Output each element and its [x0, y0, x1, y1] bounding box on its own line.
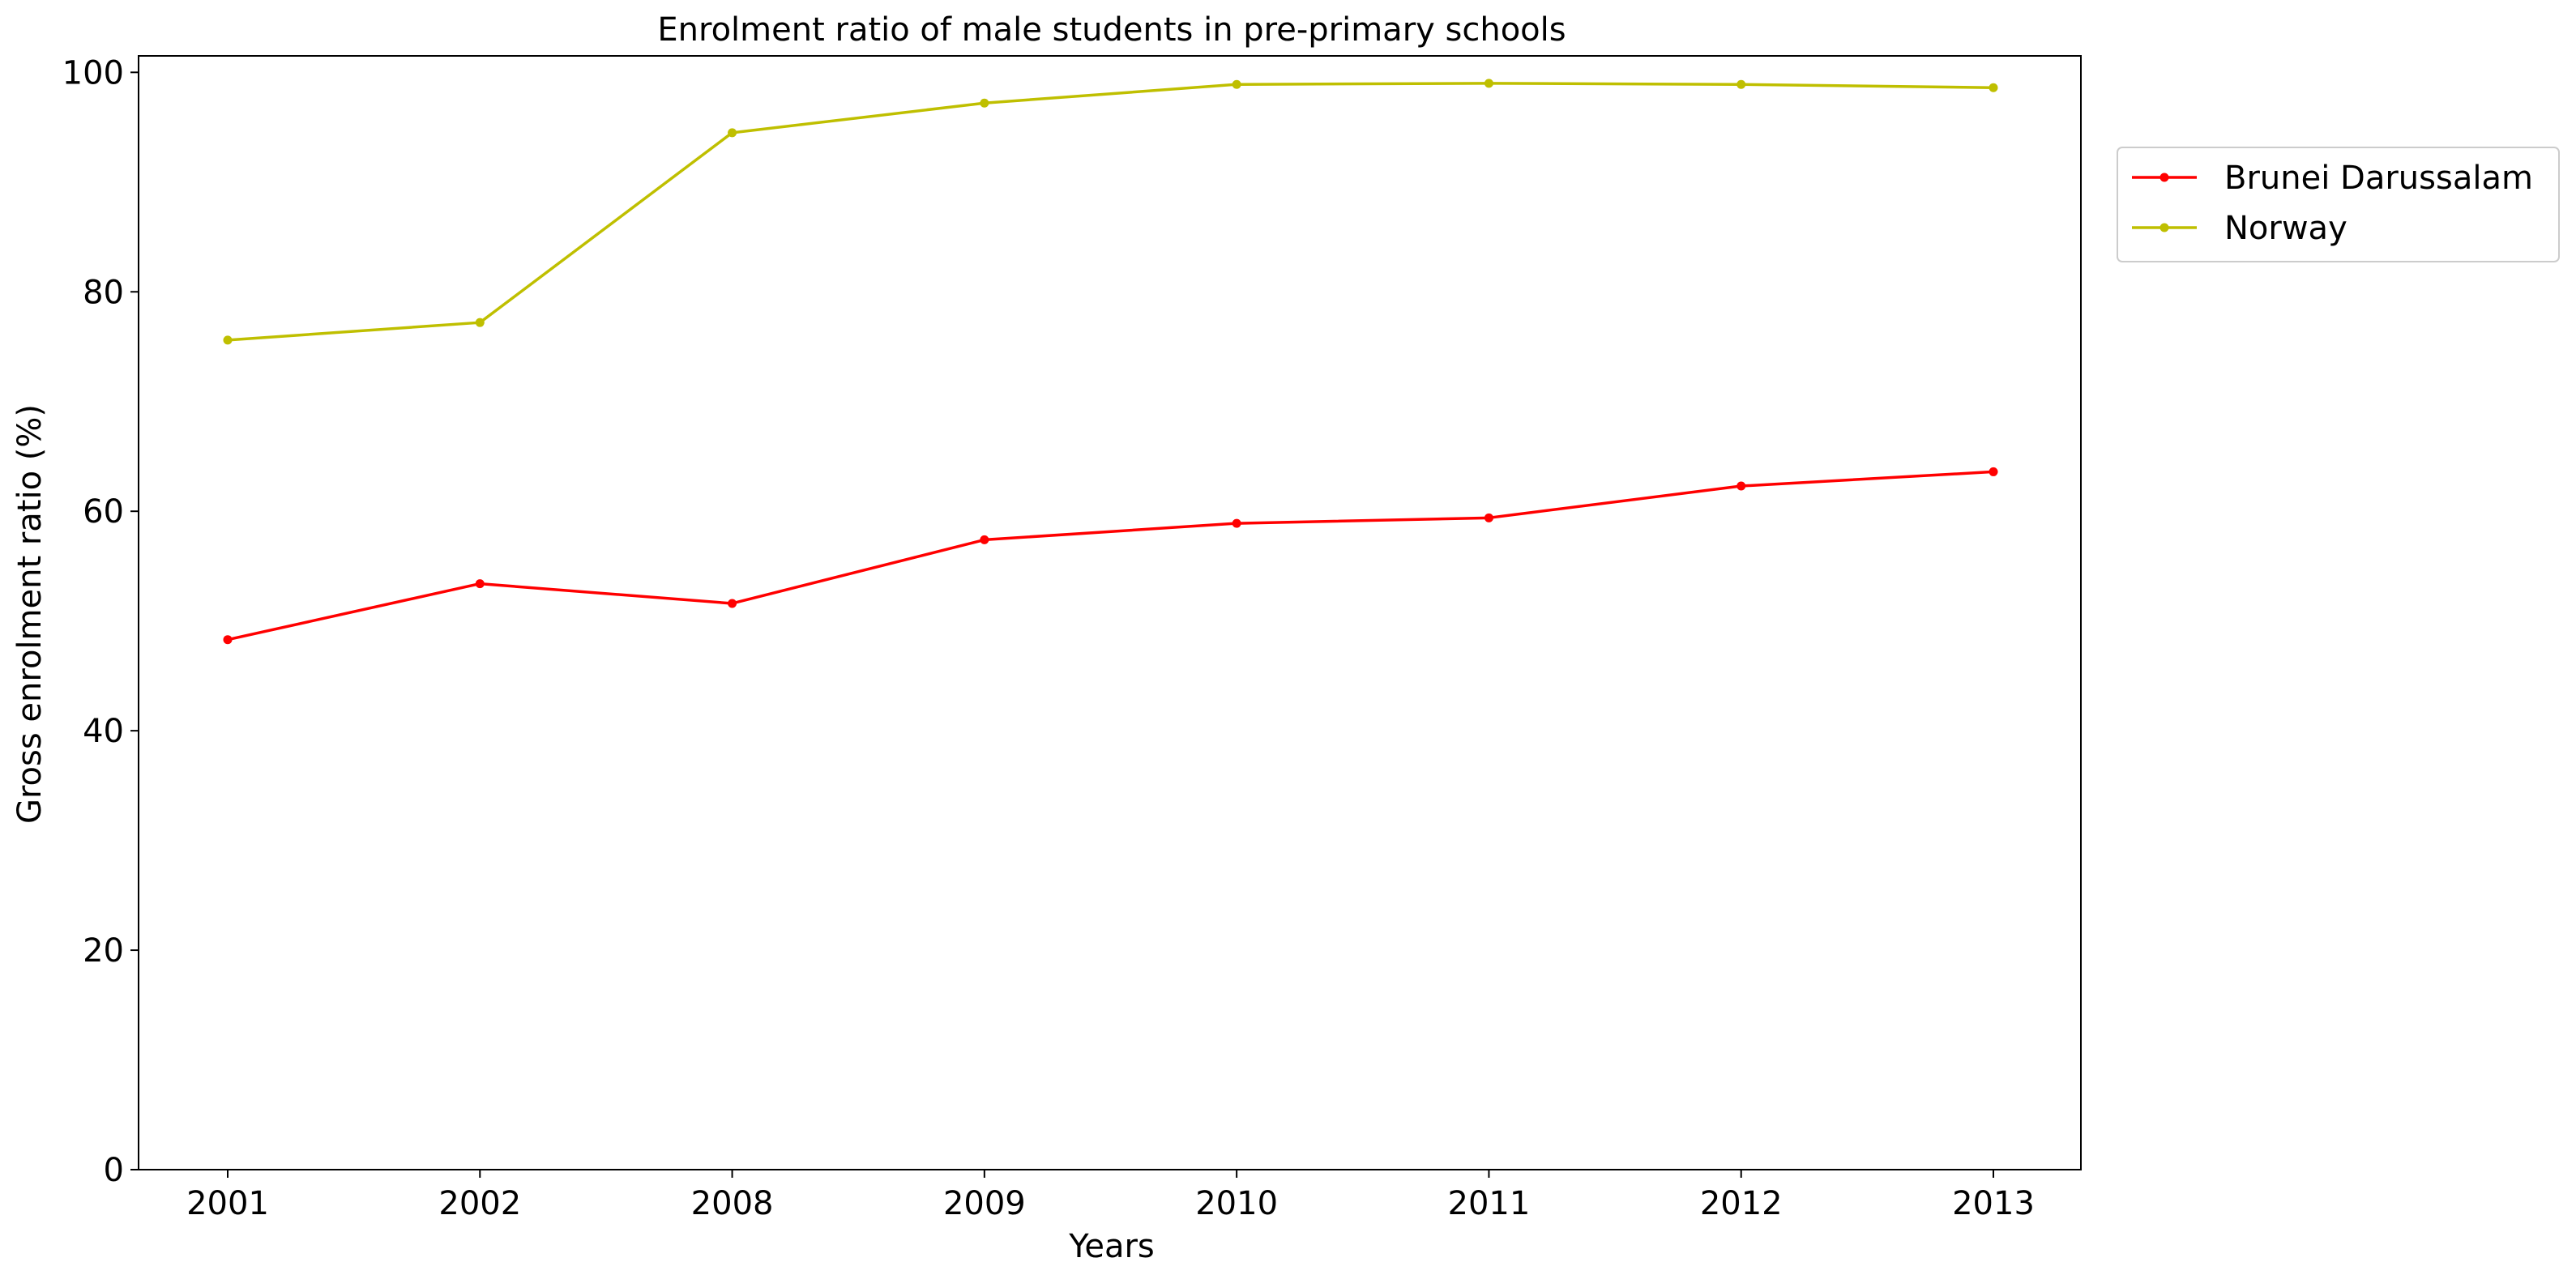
x-tick-label: 2001 [186, 1185, 269, 1222]
data-point-brunei-darussalam [1989, 467, 1998, 476]
legend-marker-norway [2159, 223, 2169, 232]
y-tick-label: 80 [83, 274, 124, 311]
plot-area: 0 20 40 60 80 100 2001 2002 2008 2009 2010 2011 2012… [62, 54, 2082, 1222]
y-tick-label: 60 [83, 493, 124, 531]
data-point-norway [1737, 79, 1746, 89]
x-tick-label: 2010 [1195, 1185, 1278, 1222]
legend: Brunei Darussalam Norway [2117, 147, 2560, 262]
data-point-brunei-darussalam [728, 599, 737, 608]
data-point-norway [1232, 79, 1241, 89]
x-tick-label: 2009 [943, 1185, 1026, 1222]
legend-label-norway: Norway [2224, 210, 2347, 247]
chart-title: Enrolment ratio of male students in pre-… [657, 11, 1566, 49]
x-tick-label: 2013 [1952, 1185, 2035, 1222]
data-point-norway [223, 335, 233, 345]
series-line-norway [227, 82, 1994, 342]
y-tick-label: 20 [83, 932, 124, 970]
data-point-norway [1484, 79, 1493, 88]
legend-label-brunei-darussalam: Brunei Darussalam [2224, 160, 2533, 197]
y-axis-label: Gross enrolment ratio (%) [11, 404, 49, 824]
data-point-brunei-darussalam [1737, 481, 1746, 491]
series-line-brunei-darussalam [227, 470, 1994, 642]
data-point-norway [475, 318, 485, 327]
data-point-brunei-darussalam [223, 635, 233, 645]
y-tick-label: 40 [83, 713, 124, 750]
legend-marker-brunei-darussalam [2159, 173, 2169, 182]
x-tick-label: 2008 [691, 1185, 774, 1222]
y-tick-label: 100 [62, 54, 124, 92]
data-point-brunei-darussalam [475, 579, 485, 589]
plot-frame [138, 55, 2082, 1170]
x-tick-label: 2011 [1448, 1185, 1531, 1222]
data-point-norway [728, 128, 737, 138]
x-axis-label: Years [1068, 1228, 1155, 1265]
data-point-norway [1989, 83, 1998, 92]
y-tick-label: 0 [104, 1152, 124, 1189]
x-tick-label: 2002 [438, 1185, 521, 1222]
data-point-brunei-darussalam [980, 535, 989, 544]
data-point-norway [980, 98, 989, 108]
legend-box [2117, 147, 2560, 262]
data-point-brunei-darussalam [1484, 513, 1493, 522]
data-point-brunei-darussalam [1232, 518, 1241, 528]
x-tick-label: 2012 [1700, 1185, 1783, 1222]
